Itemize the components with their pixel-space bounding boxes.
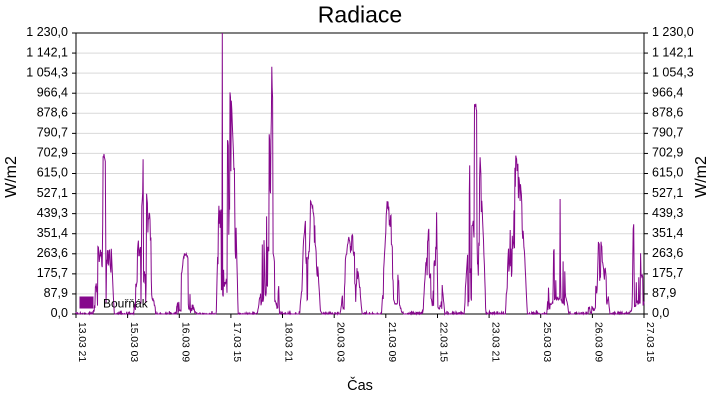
svg-text:790,7: 790,7	[652, 126, 683, 140]
svg-text:527,1: 527,1	[652, 186, 683, 200]
svg-text:1 142,1: 1 142,1	[26, 45, 68, 59]
svg-text:1 230,0: 1 230,0	[26, 25, 68, 39]
svg-text:15.03 03: 15.03 03	[128, 322, 139, 362]
svg-text:W/m2: W/m2	[3, 156, 20, 198]
svg-text:878,6: 878,6	[37, 105, 68, 119]
svg-text:W/m2: W/m2	[693, 156, 710, 198]
svg-text:1 230,0: 1 230,0	[652, 25, 694, 39]
svg-text:439,3: 439,3	[652, 206, 683, 220]
svg-text:27.03 15: 27.03 15	[644, 322, 655, 362]
svg-text:20.03 03: 20.03 03	[334, 322, 345, 362]
svg-text:175,7: 175,7	[37, 266, 68, 280]
svg-text:22.03 15: 22.03 15	[438, 322, 449, 362]
svg-text:702,9: 702,9	[652, 146, 683, 160]
svg-text:966,4: 966,4	[652, 85, 683, 99]
svg-text:25.03 03: 25.03 03	[541, 322, 552, 362]
svg-text:527,1: 527,1	[37, 186, 68, 200]
svg-text:1 142,1: 1 142,1	[652, 45, 694, 59]
svg-text:Bouřňák: Bouřňák	[103, 297, 149, 311]
svg-text:263,6: 263,6	[652, 246, 683, 260]
svg-text:966,4: 966,4	[37, 85, 68, 99]
svg-text:0,0: 0,0	[51, 306, 68, 320]
svg-text:351,4: 351,4	[652, 226, 683, 240]
svg-text:439,3: 439,3	[37, 206, 68, 220]
svg-text:702,9: 702,9	[37, 146, 68, 160]
svg-text:263,6: 263,6	[37, 246, 68, 260]
svg-text:615,0: 615,0	[37, 166, 68, 180]
svg-text:16.03 09: 16.03 09	[180, 322, 191, 362]
svg-text:87,9: 87,9	[652, 286, 676, 300]
svg-text:87,9: 87,9	[44, 286, 68, 300]
svg-text:1 054,3: 1 054,3	[26, 65, 68, 79]
svg-text:26.03 09: 26.03 09	[593, 322, 604, 362]
svg-text:878,6: 878,6	[652, 105, 683, 119]
svg-text:23.03 21: 23.03 21	[489, 322, 500, 362]
svg-text:175,7: 175,7	[652, 266, 683, 280]
svg-text:Čas: Čas	[347, 377, 373, 394]
svg-text:Radiace: Radiace	[318, 2, 402, 28]
svg-text:13.03 21: 13.03 21	[76, 322, 87, 362]
svg-text:18.03 21: 18.03 21	[283, 322, 294, 362]
svg-text:1 054,3: 1 054,3	[652, 65, 694, 79]
svg-text:0,0: 0,0	[652, 306, 669, 320]
svg-text:790,7: 790,7	[37, 126, 68, 140]
svg-text:615,0: 615,0	[652, 166, 683, 180]
svg-text:351,4: 351,4	[37, 226, 68, 240]
svg-text:17.03 15: 17.03 15	[231, 322, 242, 362]
svg-text:21.03 09: 21.03 09	[386, 322, 397, 362]
